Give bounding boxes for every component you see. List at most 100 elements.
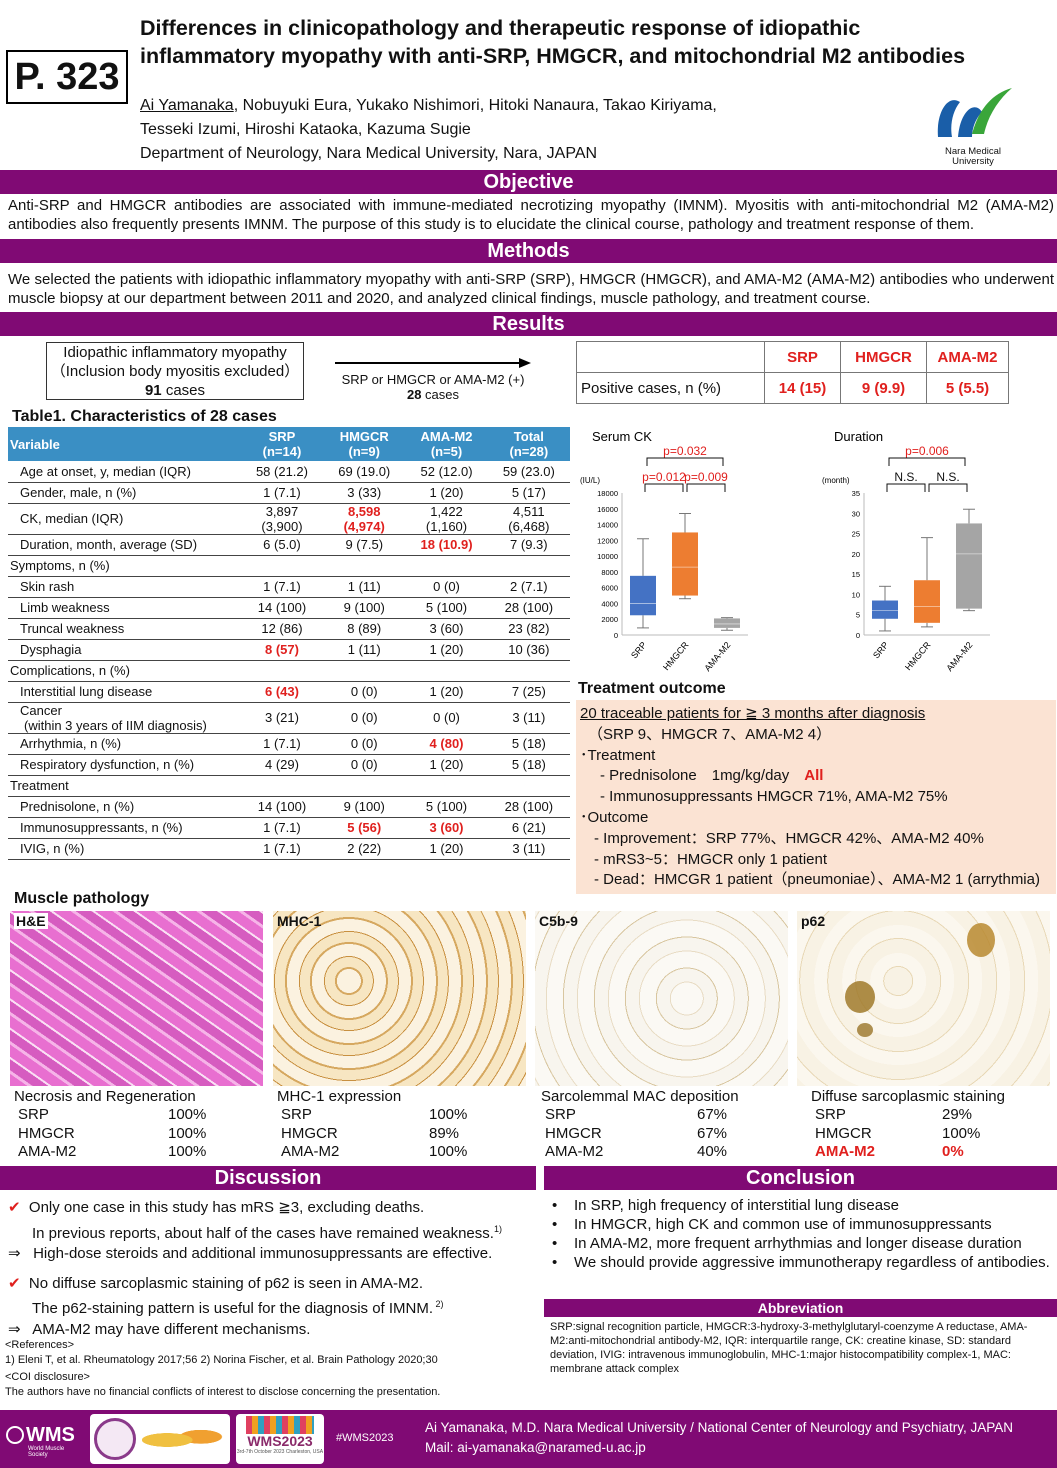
table-cell: 1 (20) xyxy=(405,482,488,504)
positive-cases-table: SRP HMGCR AMA-M2 Positive cases, n (%) 1… xyxy=(576,341,1009,404)
y-tick-label: 18000 xyxy=(597,489,618,498)
flow-arrow-icon xyxy=(335,358,531,368)
y-tick-label: 30 xyxy=(852,509,860,518)
abbreviation-text: SRP:signal recognition particle, HMGCR:3… xyxy=(550,1321,1028,1375)
table-cell: 10 (36) xyxy=(487,639,570,661)
world-map-icon xyxy=(142,1424,226,1456)
implies-icon: ⇒ xyxy=(8,1320,21,1338)
table-cell: 8 (57) xyxy=(240,639,324,661)
pathology-group: AMA-M2 xyxy=(545,1143,604,1160)
table-row: IVIG, n (%) 1 (7.1) 2 (22) 1 (20) 3 (11) xyxy=(8,838,570,860)
significance-bracket xyxy=(644,483,684,492)
table-cell: 59 (23.0) xyxy=(487,461,570,483)
conclusion-item: • In SRP, high frequency of interstitial … xyxy=(552,1197,899,1214)
university-logo: Nara Medical University xyxy=(928,82,1018,167)
table-cell: 1 (7.1) xyxy=(240,733,324,755)
bullet-icon: • xyxy=(552,1216,558,1233)
table-row: Arrhythmia, n (%) 1 (7.1) 0 (0) 4 (80) 5 (18… xyxy=(8,733,570,755)
box-hmgcr xyxy=(914,580,940,623)
table-row: Gender, male, n (%) 1 (7.1) 3 (33) 1 (20) 5 … xyxy=(8,482,570,504)
significance-bracket xyxy=(888,457,966,466)
results-heading: Results xyxy=(0,312,1057,336)
significance-label: p=0.006 xyxy=(905,444,949,458)
pathology-percent: 67% xyxy=(697,1124,728,1142)
characteristics-table: Variable SRP (n=14) HMGCR (n=9) AMA-M2 (n=5… xyxy=(8,427,570,860)
table-cell: 5 (56) xyxy=(323,817,406,839)
table-cell: 1 (20) xyxy=(405,838,488,860)
pathology-percent: 100% xyxy=(168,1143,207,1160)
table-cell: 14 (100) xyxy=(240,796,324,818)
table-cell: 8 (89) xyxy=(323,618,406,640)
category-label: SRP xyxy=(871,640,891,661)
check-icon: ✔ xyxy=(8,1274,21,1292)
presenter-info: Ai Yamanaka, M.D. Nara Medical Universit… xyxy=(425,1420,1013,1455)
table-row: Treatment xyxy=(8,775,570,797)
pathology-group: HMGCR xyxy=(18,1124,75,1142)
table-cell: 0 (0) xyxy=(323,754,406,776)
table-cell: 0 (0) xyxy=(323,681,406,703)
y-tick-label: 6000 xyxy=(601,584,618,593)
box-ama-m2 xyxy=(956,523,982,609)
table-cell: 28 (100) xyxy=(487,796,570,818)
significance-bracket xyxy=(646,457,724,466)
table-cell: 3 (11) xyxy=(487,838,570,860)
table-cell: 4,511 (6,468) xyxy=(487,503,570,535)
p62-stain-image: p62 xyxy=(797,911,1050,1086)
y-tick-label: 14000 xyxy=(597,521,618,530)
table-cell: 5 (100) xyxy=(405,796,488,818)
table-cell: 1 (11) xyxy=(323,639,406,661)
significance-label: p=0.009 xyxy=(684,470,728,484)
significance-label: p=0.012 xyxy=(642,470,686,484)
y-axis-label: (IU/L) xyxy=(580,476,600,485)
he-stain-image: H&E xyxy=(10,911,263,1086)
serum-ck-boxplot: Serum CK (IU/L) 0 2000 4000 6000 8000 10000 1200… xyxy=(580,429,748,673)
significance-bracket xyxy=(928,483,968,492)
authors: Ai Yamanaka, Nobuyuki Eura, Yukako Nishi… xyxy=(140,94,717,166)
table-cell: 1 (20) xyxy=(405,681,488,703)
table-cell: 9 (7.5) xyxy=(323,534,406,556)
table-cell: 58 (21.2) xyxy=(240,461,324,483)
table-cell: 6 (43) xyxy=(240,681,324,703)
wms-globe-icon xyxy=(6,1426,24,1444)
y-tick-label: 0 xyxy=(856,631,860,640)
pathology-group: AMA-M2 xyxy=(18,1143,77,1160)
treatment-box: 20 traceable patients for ≧ 3 months aft… xyxy=(576,700,1056,894)
table-cell: 6 (21) xyxy=(487,817,570,839)
table-cell: 0 (0) xyxy=(323,733,406,755)
table-cell: 12 (86) xyxy=(240,618,324,640)
table-cell: 3 (60) xyxy=(405,817,488,839)
y-tick-label: 4000 xyxy=(601,599,618,608)
box-hmgcr xyxy=(672,532,698,596)
pathology-heading: Muscle pathology xyxy=(14,890,150,907)
wms-logo: WMS World Muscle Society xyxy=(6,1424,84,1458)
poster-number: P. 323 xyxy=(6,50,128,104)
pathology-group: SRP xyxy=(815,1106,846,1123)
implies-icon: ⇒ xyxy=(8,1245,21,1262)
methods-heading: Methods xyxy=(0,239,1057,263)
references: <References> 1) Eleni T, et al. Rheumato… xyxy=(5,1339,441,1398)
category-label: HMGCR xyxy=(903,639,933,672)
box-srp xyxy=(630,575,656,616)
table-row: Age at onset, y, median (IQR) 58 (21.2) 69… xyxy=(8,461,570,483)
bullet-icon: • xyxy=(552,1254,558,1271)
pathology-percent: 29% xyxy=(942,1106,973,1123)
pathology-finding: MHC-1 expression xyxy=(277,1088,402,1105)
pathology-finding: Sarcolemmal MAC deposition xyxy=(541,1088,739,1105)
significance-label: N.S. xyxy=(894,470,917,484)
table-row: Limb weakness 14 (100) 9 (100) 5 (100) 28 (1… xyxy=(8,597,570,619)
table-cell: 0 (0) xyxy=(323,702,406,734)
wms2023-logo: WMS2023 3rd-7th October 2023 Charleston,… xyxy=(236,1414,324,1464)
table-cell: 1 (7.1) xyxy=(240,817,324,839)
table-cell: 1 (7.1) xyxy=(240,482,324,504)
pathology-percent: 100% xyxy=(168,1106,207,1123)
table-row: Dysphagia 8 (57) 1 (11) 1 (20) 10 (36) xyxy=(8,639,570,661)
y-tick-label: 2000 xyxy=(601,615,618,624)
pathology-percent: 100% xyxy=(942,1124,981,1142)
discussion-body: ✔ Only one case in this study has mRS ≧3… xyxy=(8,1199,502,1338)
pathology-group: AMA-M2 xyxy=(281,1143,340,1160)
table-cell: 69 (19.0) xyxy=(323,461,406,483)
chart-title: Duration xyxy=(834,429,883,444)
flow-arrow-label: SRP or HMGCR or AMA-M2 (+) 28 cases xyxy=(341,372,525,402)
category-label: SRP xyxy=(629,640,649,661)
table-cell: 14 (100) xyxy=(240,597,324,619)
